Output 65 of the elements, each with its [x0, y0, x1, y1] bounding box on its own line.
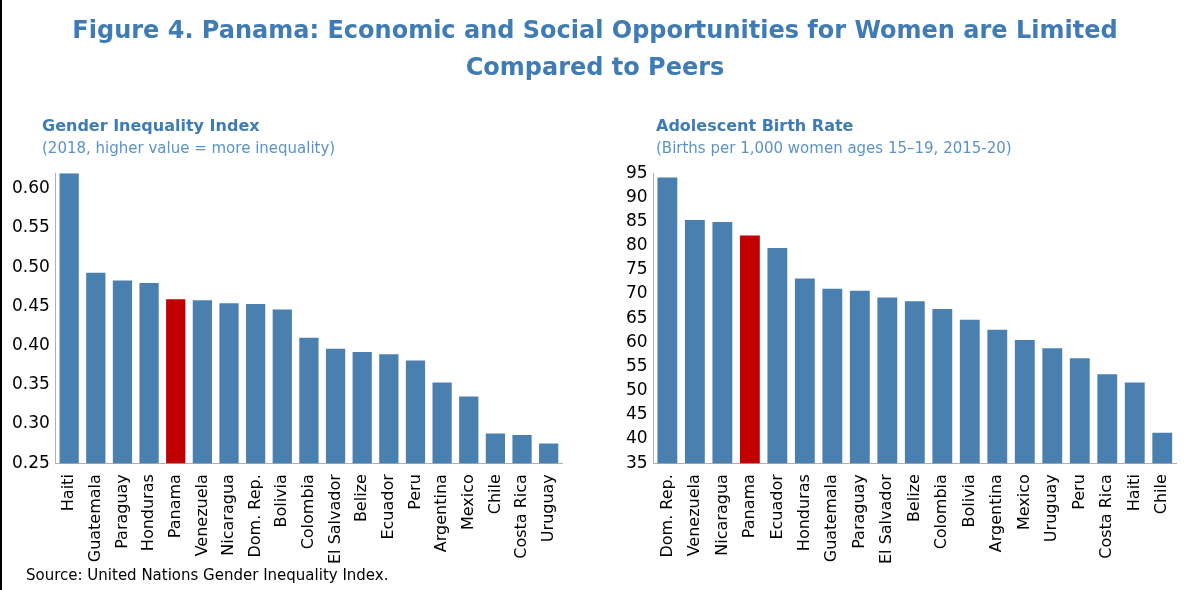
x-tick-label: Guatemala	[84, 474, 104, 563]
x-tick-label: Dom. Rep.	[656, 474, 676, 558]
x-tick-label: Paraguay	[111, 474, 131, 549]
chart-subtitle: (2018, higher value = more inequality)	[42, 139, 337, 157]
y-tick-label: 35	[625, 451, 648, 472]
x-tick-label: Panama	[164, 474, 184, 539]
chart-subtitle: (Births per 1,000 women ages 15–19, 2015-20)	[656, 139, 1013, 157]
y-tick-label: 0.40	[11, 334, 50, 355]
x-tick-label: Bolivia	[271, 474, 291, 528]
y-tick-label: 0.25	[11, 451, 50, 472]
y-tick-label: 45	[625, 403, 648, 424]
y-tick-label: 40	[625, 427, 648, 448]
x-tick-label: El Salvador	[324, 473, 344, 564]
y-tick-label: 90	[625, 185, 648, 206]
x-tick-label: Panama	[739, 474, 759, 539]
x-tick-label: Belize	[903, 474, 923, 523]
x-tick-label: Chile	[1151, 474, 1171, 515]
x-tick-label: Guatemala	[821, 474, 841, 563]
x-tick-label: Nicaragua	[218, 474, 238, 556]
y-tick-label: 65	[625, 306, 648, 327]
y-tick-label: 0.55	[11, 216, 50, 237]
x-tick-label: Belize	[351, 474, 371, 523]
x-tick-label: Costa Rica	[1096, 474, 1116, 559]
x-tick-label: Ecuador	[766, 473, 786, 540]
y-tick-label: 55	[625, 354, 648, 375]
y-tick-label: 0.50	[11, 255, 50, 276]
x-tick-label: Argentina	[986, 474, 1006, 553]
x-tick-label: Venezuela	[684, 474, 704, 557]
x-tick-label: Mexico	[1013, 474, 1033, 531]
caption: Figure 4. Panama: Economic and Social Opportunities for Women are Limited Compared to Peers	[71, 15, 1119, 83]
y-tick-label: 0.35	[11, 373, 50, 394]
x-tick-label: Uruguay	[537, 474, 557, 543]
x-tick-label: Haiti	[58, 474, 78, 512]
chart-title: Gender Inequality Index	[42, 116, 261, 135]
x-tick-label: Venezuela	[191, 474, 211, 557]
x-tick-label: Ecuador	[378, 473, 397, 540]
x-tick-label: Peru	[1068, 474, 1088, 510]
y-tick-label: 75	[625, 258, 648, 279]
x-tick-label: Mexico	[457, 474, 477, 531]
y-tick-label: 95	[625, 161, 648, 182]
y-tick-label: 0.45	[11, 294, 50, 315]
y-tick-label: 70	[625, 282, 648, 303]
x-tick-label: Honduras	[794, 474, 813, 552]
x-tick-label: Paraguay	[848, 474, 868, 549]
x-tick-label: Chile	[484, 474, 504, 515]
source-note: Source: United Nations Gender Inequality Index.	[26, 566, 389, 584]
x-tick-label: Honduras	[138, 474, 158, 552]
x-tick-label: Bolivia	[958, 474, 978, 528]
x-tick-label: El Salvador	[876, 473, 896, 564]
y-tick-label: 0.60	[11, 177, 50, 198]
x-tick-label: Costa Rica	[511, 474, 531, 559]
x-tick-label: Peru	[404, 474, 424, 510]
x-tick-label: Haiti	[1123, 474, 1143, 512]
x-tick-label: Nicaragua	[711, 474, 731, 556]
x-tick-label: Uruguay	[1041, 474, 1061, 543]
y-tick-label: 60	[625, 330, 648, 351]
y-tick-label: 85	[625, 209, 648, 230]
x-tick-label: Dom. Rep.	[244, 474, 264, 558]
y-tick-label: 0.30	[11, 412, 50, 433]
y-tick-label: 80	[625, 234, 648, 255]
x-tick-label: Colombia	[298, 474, 318, 550]
x-tick-label: Argentina	[431, 474, 451, 553]
x-tick-label: Colombia	[931, 474, 951, 550]
chart-title: Adolescent Birth Rate	[656, 116, 855, 135]
y-tick-label: 50	[625, 379, 648, 400]
